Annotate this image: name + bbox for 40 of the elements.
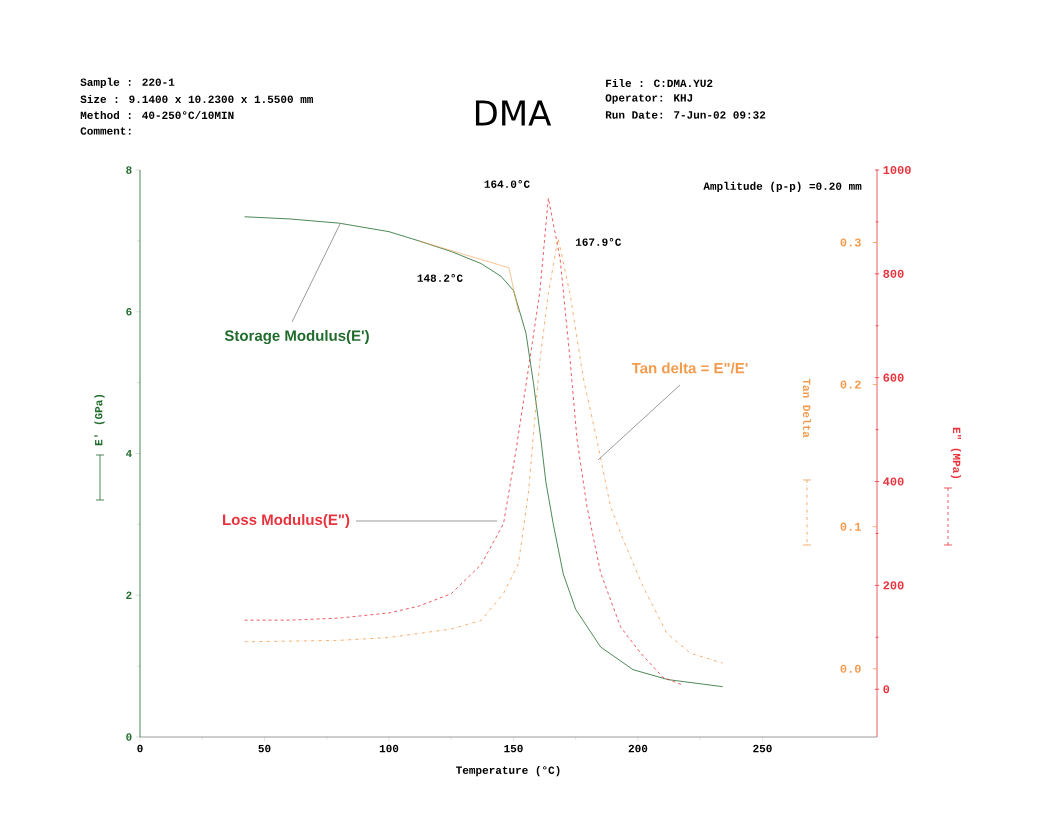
annotation: 167.9°C [575,238,622,246]
text: Tan delta = E"/E' [631,362,748,374]
y2-tick-label: 0 [883,685,890,694]
x-tick-label: 0 [137,744,143,753]
y3-tick-label: 0.1 [840,522,861,531]
y2-tick-label: 200 [883,581,904,590]
x-tick-label: 50 [258,744,271,753]
text: Comment: [80,127,131,135]
x-tick-label: 250 [753,744,772,753]
y3-axis-title: Tan Delta [802,378,812,438]
text: Sample : 220-1 [80,77,175,89]
text: Storage Modulus(E') [224,329,369,345]
y2-tick-label: 800 [883,269,904,278]
y-tick-label: 4 [125,449,132,458]
x-tick-label: 150 [504,744,523,753]
y-tick-label: 0 [126,733,132,741]
annotation: 164.0°C [484,180,530,188]
y-tick-label: 8 [126,166,132,174]
y2-tick-label: 400 [883,477,904,486]
y3-tick-label: 0.3 [840,238,861,247]
text: Loss Modulus(E") [223,514,350,528]
y3-tick-label: 0.0 [840,664,861,673]
y2-axis-title: E" (MPa) [950,427,961,479]
y2-tick-label: 600 [883,373,904,382]
annotation: Amplitude (p-p) =0.20 mm [703,181,862,193]
y-tick-label: 6 [126,308,132,316]
y-tick-label: 2 [126,591,132,599]
x-tick-label: 100 [379,744,399,753]
y3-tick-label: 0.2 [840,380,861,389]
text: Operator: KHJ [605,94,693,104]
text: Size : 9.1400 x 10.2300 x 1.5500 mm [80,94,313,104]
text: Method : 40-250°C/10MIN [80,110,234,120]
y2-tick-label: 1000 [883,165,911,175]
x-axis-title: Temperature (°C) [456,765,560,777]
annotation: 148.2°C [417,274,463,282]
y-axis-title: E' (GPa) [94,394,105,446]
text: File : C:DMA.YU2 [606,78,713,88]
chart-title: DMA [475,100,552,126]
x-tick-label: 200 [628,744,648,753]
text: Run Date: 7-Jun-02 09:32 [605,111,766,119]
